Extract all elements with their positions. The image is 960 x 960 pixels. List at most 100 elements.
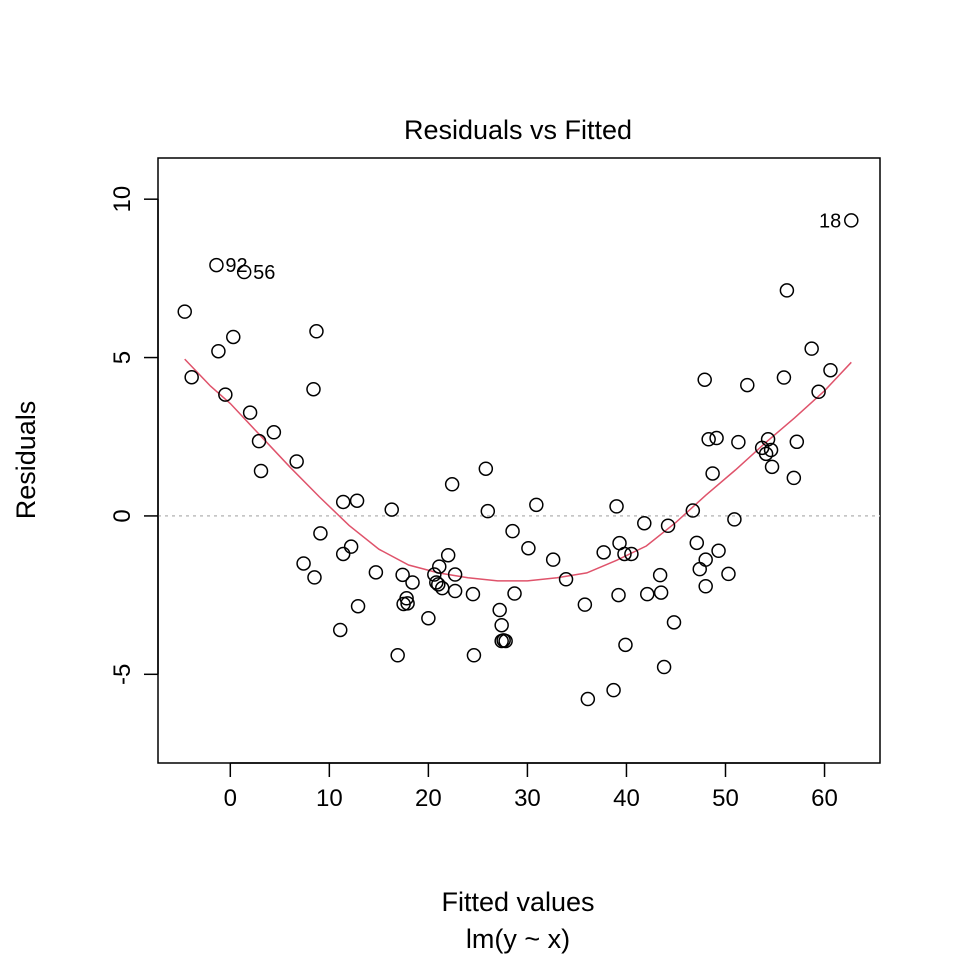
data-point xyxy=(242,405,258,420)
data-point xyxy=(505,523,520,539)
data-point xyxy=(660,518,676,534)
data-point xyxy=(432,559,447,574)
data-point xyxy=(709,430,724,446)
data-point xyxy=(811,384,826,400)
y-tick-label: -5 xyxy=(109,664,136,685)
data-point xyxy=(689,535,705,551)
data-point xyxy=(666,615,682,630)
data-point xyxy=(465,586,481,602)
data-point xyxy=(779,283,795,298)
data-point xyxy=(558,572,574,587)
data-point xyxy=(727,512,742,527)
data-point xyxy=(335,494,351,510)
data-point xyxy=(251,433,267,449)
data-point xyxy=(343,539,359,554)
data-point xyxy=(596,545,611,560)
points-group xyxy=(177,213,859,707)
data-point xyxy=(350,598,366,614)
data-point xyxy=(577,597,593,612)
data-point xyxy=(306,381,321,397)
data-point xyxy=(184,369,199,385)
data-point xyxy=(466,648,482,663)
data-point xyxy=(440,547,456,563)
data-point xyxy=(253,463,269,479)
data-point xyxy=(236,264,252,280)
data-point xyxy=(653,585,669,600)
data-point xyxy=(786,470,802,486)
data-point xyxy=(368,565,384,580)
data-point xyxy=(289,454,304,469)
y-tick-label: 5 xyxy=(109,351,136,364)
x-axis-label: Fitted values xyxy=(441,887,594,917)
x-axis: 0 10 20 30 40 50 60 xyxy=(224,762,838,812)
data-point xyxy=(447,583,463,599)
point-labels-group: 92 56 18 xyxy=(225,210,841,284)
data-point xyxy=(652,567,668,583)
data-point xyxy=(844,213,859,228)
smooth-line-group xyxy=(184,358,852,582)
data-point xyxy=(637,515,652,531)
point-label: 56 xyxy=(253,262,275,284)
data-point xyxy=(711,543,726,559)
x-tick-label: 30 xyxy=(514,785,541,812)
y-tick-label: 0 xyxy=(109,509,136,522)
data-point xyxy=(804,341,819,356)
data-point xyxy=(776,370,792,385)
data-point xyxy=(349,493,365,508)
data-point xyxy=(431,577,446,592)
x-tick-label: 10 xyxy=(316,785,343,812)
x-tick-label: 0 xyxy=(224,785,237,812)
data-point xyxy=(701,432,716,447)
data-point xyxy=(211,343,226,359)
x-axis-subtitle: lm(y ~ x) xyxy=(466,924,570,954)
x-tick-label: 50 xyxy=(712,785,739,812)
data-point xyxy=(332,622,348,638)
data-point xyxy=(226,329,241,345)
data-point xyxy=(335,546,351,562)
data-point xyxy=(209,257,224,273)
data-point xyxy=(313,526,328,541)
data-point xyxy=(740,377,755,393)
x-tick-label: 20 xyxy=(415,785,442,812)
data-point xyxy=(529,497,544,513)
data-point xyxy=(507,586,522,601)
x-tick-label: 40 xyxy=(613,785,640,812)
y-axis: -5 0 5 10 xyxy=(109,186,159,685)
data-point xyxy=(427,567,442,582)
data-point xyxy=(698,579,713,594)
data-point xyxy=(640,586,655,602)
data-point xyxy=(399,591,414,606)
data-point xyxy=(823,362,838,378)
data-point xyxy=(307,570,322,585)
data-point xyxy=(494,617,509,633)
data-point xyxy=(760,432,776,447)
data-point xyxy=(405,575,420,590)
data-point xyxy=(698,552,713,567)
data-point xyxy=(580,691,596,707)
data-point xyxy=(266,425,282,440)
y-tick-label: 10 xyxy=(109,186,136,213)
point-label: 18 xyxy=(819,210,841,232)
data-point xyxy=(390,648,405,663)
smooth-line xyxy=(184,358,852,582)
x-tick-label: 60 xyxy=(811,785,838,812)
data-point xyxy=(721,566,736,582)
data-point xyxy=(624,546,639,562)
data-point xyxy=(521,540,536,556)
data-point xyxy=(764,459,780,475)
data-point xyxy=(444,477,460,492)
data-point xyxy=(731,434,746,450)
data-point xyxy=(763,442,779,458)
point-label: 92 xyxy=(225,255,247,277)
data-point xyxy=(296,556,311,571)
data-point xyxy=(545,552,561,567)
data-point xyxy=(421,610,436,626)
data-point xyxy=(478,461,494,476)
data-point xyxy=(492,602,507,618)
data-point xyxy=(400,596,415,611)
data-point xyxy=(606,682,621,698)
data-point xyxy=(656,659,672,675)
data-point xyxy=(618,637,633,653)
data-point xyxy=(617,546,632,562)
